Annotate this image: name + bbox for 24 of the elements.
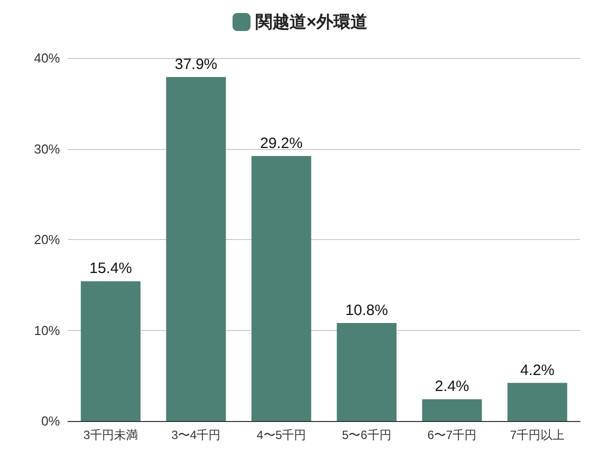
data-label: 37.9%	[174, 56, 218, 74]
y-tick-label: 30%	[34, 141, 60, 156]
x-tick-label: 6〜7千円	[427, 428, 477, 442]
bar	[166, 77, 226, 421]
x-tick-label: 4〜5千円	[256, 428, 306, 442]
bar	[80, 281, 141, 421]
bar	[336, 322, 397, 421]
data-label: 29.2%	[260, 135, 303, 152]
x-tick-label: 7千円以上	[510, 428, 565, 442]
bar	[507, 382, 568, 421]
data-label: 2.4%	[434, 378, 470, 396]
data-label: 4.2%	[520, 362, 554, 379]
bar	[422, 399, 482, 421]
y-tick-label: 0%	[41, 414, 60, 428]
y-tick-label: 40%	[34, 50, 60, 66]
x-tick-label: 5〜6千円	[342, 428, 392, 442]
y-tick-label: 20%	[34, 232, 60, 247]
y-tick-label: 10%	[34, 322, 60, 338]
x-tick-label: 3千円未満	[83, 428, 138, 442]
data-label: 10.8%	[345, 302, 388, 319]
data-label: 15.4%	[89, 260, 132, 278]
legend-label: 関越道×外環道	[256, 12, 368, 32]
x-tick-label: 3〜4千円	[171, 428, 221, 442]
bar	[251, 156, 312, 421]
